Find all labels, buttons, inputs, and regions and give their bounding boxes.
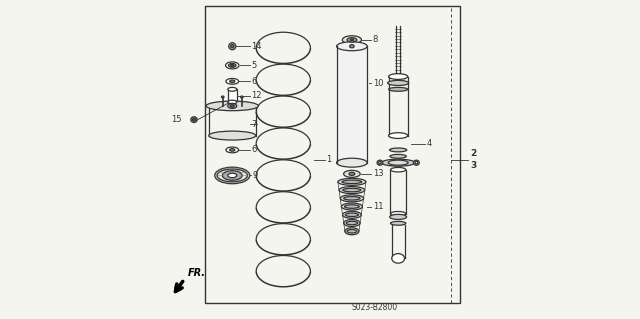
Text: S023-B2800: S023-B2800 (352, 303, 398, 312)
Ellipse shape (344, 205, 359, 208)
Ellipse shape (222, 171, 242, 180)
Ellipse shape (342, 180, 362, 184)
Ellipse shape (217, 169, 248, 182)
Ellipse shape (225, 62, 239, 69)
Ellipse shape (346, 221, 358, 225)
Ellipse shape (349, 45, 354, 48)
Ellipse shape (390, 167, 406, 172)
Ellipse shape (350, 39, 353, 41)
Text: 4: 4 (427, 139, 432, 148)
Ellipse shape (337, 42, 367, 51)
Ellipse shape (215, 167, 250, 184)
Bar (337, 46, 367, 163)
Ellipse shape (230, 80, 235, 83)
Ellipse shape (228, 43, 236, 50)
Ellipse shape (344, 219, 360, 226)
Text: 12: 12 (252, 91, 262, 100)
Ellipse shape (388, 133, 408, 138)
Ellipse shape (341, 203, 362, 210)
Ellipse shape (347, 38, 356, 42)
Ellipse shape (388, 160, 408, 165)
Ellipse shape (209, 131, 256, 140)
Text: 10: 10 (372, 78, 383, 87)
Ellipse shape (241, 96, 243, 98)
Text: 1: 1 (326, 155, 331, 164)
Ellipse shape (390, 154, 406, 158)
Text: 15: 15 (171, 115, 181, 124)
Text: 3: 3 (470, 161, 476, 170)
Ellipse shape (337, 158, 367, 167)
Text: 6: 6 (252, 77, 257, 86)
Ellipse shape (230, 149, 235, 151)
Ellipse shape (228, 63, 236, 67)
Text: 5: 5 (252, 61, 257, 70)
Ellipse shape (193, 118, 195, 121)
Ellipse shape (390, 211, 406, 216)
Ellipse shape (377, 160, 383, 165)
Ellipse shape (346, 213, 358, 217)
Text: 9: 9 (252, 171, 258, 180)
Ellipse shape (228, 100, 237, 104)
Ellipse shape (338, 178, 366, 185)
Ellipse shape (344, 197, 360, 200)
Ellipse shape (221, 96, 224, 98)
Ellipse shape (390, 221, 406, 225)
Ellipse shape (339, 187, 365, 194)
Ellipse shape (344, 170, 360, 177)
Ellipse shape (345, 228, 359, 235)
Text: 11: 11 (372, 202, 383, 211)
Bar (228, 89, 237, 102)
Ellipse shape (379, 161, 381, 164)
Ellipse shape (388, 87, 408, 91)
Ellipse shape (381, 159, 415, 166)
Text: 7: 7 (252, 120, 257, 129)
Text: 2: 2 (470, 149, 476, 158)
Ellipse shape (342, 36, 362, 44)
Ellipse shape (191, 117, 197, 122)
Ellipse shape (388, 80, 409, 85)
Ellipse shape (230, 105, 234, 107)
Text: FR.: FR. (188, 268, 205, 278)
Ellipse shape (230, 64, 234, 66)
Text: 14: 14 (252, 42, 262, 51)
Text: 13: 13 (372, 169, 383, 178)
Ellipse shape (226, 78, 239, 84)
Text: 6: 6 (252, 145, 257, 154)
Ellipse shape (228, 103, 237, 108)
Ellipse shape (343, 188, 361, 192)
Ellipse shape (392, 254, 404, 263)
Ellipse shape (228, 173, 237, 178)
Ellipse shape (415, 161, 418, 164)
Ellipse shape (342, 211, 361, 218)
Ellipse shape (228, 87, 237, 91)
Ellipse shape (340, 195, 364, 202)
Ellipse shape (230, 45, 234, 48)
Ellipse shape (390, 148, 407, 152)
Ellipse shape (388, 74, 408, 79)
Text: 8: 8 (372, 35, 378, 44)
Ellipse shape (226, 147, 239, 153)
Ellipse shape (206, 101, 259, 111)
Ellipse shape (347, 230, 357, 233)
Ellipse shape (349, 172, 355, 175)
Ellipse shape (390, 214, 406, 219)
Ellipse shape (413, 160, 419, 165)
Bar (205, 6, 460, 303)
